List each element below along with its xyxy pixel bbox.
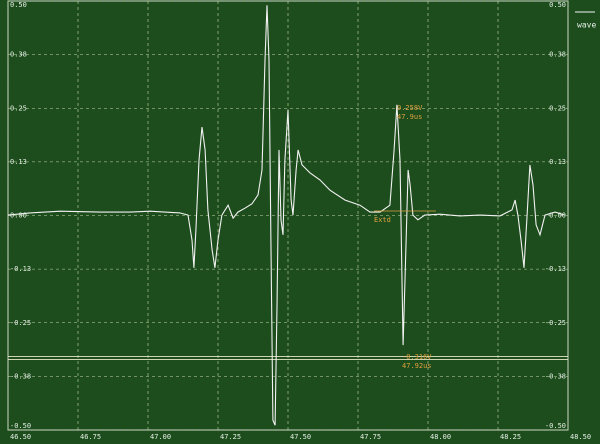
y-tick-label-right: -0.25 (545, 319, 566, 327)
annotation: Extd (374, 216, 391, 224)
annotation: 0.258V (397, 104, 423, 112)
y-tick-label: 0.38 (10, 51, 27, 59)
x-tick-label: 46.75 (80, 433, 101, 441)
y-tick-label-right: 0.25 (549, 104, 566, 112)
x-tick-label: 48.00 (430, 433, 451, 441)
annotation: 47.92us (402, 362, 432, 370)
y-tick-label-right: -0.38 (545, 372, 566, 380)
x-tick-label: 47.25 (220, 433, 241, 441)
y-tick-label-right: 0.00 (549, 212, 566, 220)
annotation: 47.9us (397, 113, 422, 121)
x-tick-label: 47.75 (360, 433, 381, 441)
wave-line (7, 5, 566, 426)
y-tick-label-right: 0.50 (549, 1, 566, 9)
y-tick-label: 0.50 (10, 1, 27, 9)
y-tick-label: -0.50 (10, 422, 31, 430)
x-tick-label: 46.50 (10, 433, 31, 441)
y-tick-label-right: -0.50 (545, 422, 566, 430)
y-tick-label-right: 0.38 (549, 51, 566, 59)
legend-label: wave (577, 21, 596, 30)
y-tick-label: -0.25 (10, 319, 31, 327)
x-tick-label: 48.25 (500, 433, 521, 441)
y-tick-label: -0.38 (10, 372, 31, 380)
x-tick-label: 47.00 (150, 433, 171, 441)
x-tick-label: 47.50 (290, 433, 311, 441)
y-tick-label-right: -0.13 (545, 265, 566, 273)
y-tick-label: 0.00 (10, 212, 27, 220)
y-tick-label-right: 0.13 (549, 158, 566, 166)
y-tick-label: 0.25 (10, 104, 27, 112)
y-tick-label: 0.13 (10, 158, 27, 166)
annotation: -0.316V (402, 353, 432, 361)
x-tick-label: 48.50 (570, 433, 591, 441)
y-tick-label: -0.13 (10, 265, 31, 273)
